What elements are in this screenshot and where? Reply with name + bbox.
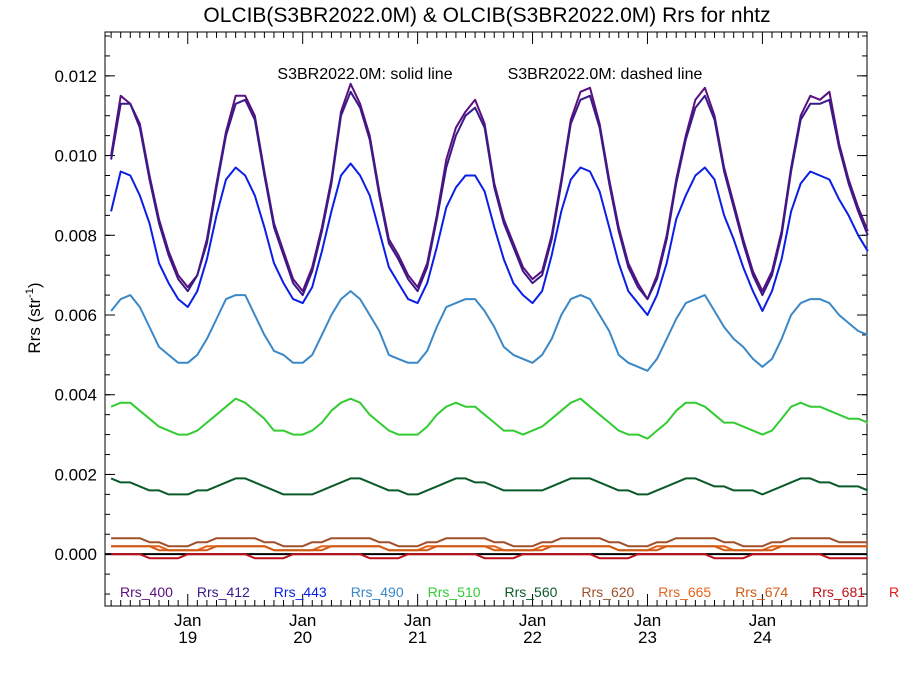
x-tick-label-year: 19 <box>178 628 197 647</box>
y-tick-label: 0.004 <box>54 386 97 405</box>
series-line-rrs-490 <box>110 290 869 372</box>
series-line-rrs-412 <box>110 90 869 301</box>
chart-title: OLCIB(S3BR2022.0M) & OLCIB(S3BR2022.0M) … <box>203 4 770 27</box>
y-tick-label: 0.000 <box>54 545 97 564</box>
x-tick-label-month: Jan <box>749 611 776 630</box>
subtitle-dashed: S3BR2022.0M: dashed line <box>508 66 703 83</box>
legend-label: Rrs_681 <box>812 584 865 600</box>
y-axis-ticks: 0.000 0.002 0.004 0.006 0.008 0.010 0.012 <box>54 35 867 595</box>
x-tick-label-year: 22 <box>523 628 542 647</box>
series-line-rrs-620 <box>111 537 868 548</box>
legend-label: Rrs_510 <box>428 584 481 600</box>
x-tick-label-month: Jan <box>174 611 201 630</box>
x-tick-label-month: Jan <box>519 611 546 630</box>
x-tick-label-year: 21 <box>408 628 427 647</box>
series-line-rrs-681 <box>111 553 868 560</box>
subtitle-solid: S3BR2022.0M: solid line <box>277 66 452 83</box>
legend-label: Rrs_443 <box>274 584 327 600</box>
series-line-rrs-560 <box>110 477 869 496</box>
x-tick-label-year: 20 <box>293 628 312 647</box>
legend-label: Rrs_560 <box>505 584 558 600</box>
y-tick-label: 0.008 <box>54 226 97 245</box>
series-lines <box>110 82 869 560</box>
legend-label: Rrs_400 <box>120 584 173 600</box>
x-tick-label-year: 23 <box>638 628 657 647</box>
plot-frame <box>104 31 868 607</box>
y-tick-label: 0.002 <box>54 465 97 484</box>
y-axis-label-text: Rrs (str <box>25 298 44 354</box>
series-line-rrs-443 <box>110 162 869 316</box>
legend-label: Rrs_412 <box>197 584 250 600</box>
x-tick-label-month: Jan <box>404 611 431 630</box>
y-tick-label: 0.012 <box>54 67 97 86</box>
y-tick-label: 0.010 <box>54 147 97 166</box>
y-axis-label-superscript: -1 <box>24 288 36 298</box>
series-line-rrs-674 <box>111 545 868 552</box>
legend-label: Rrs_490 <box>351 584 404 600</box>
legend-label: Rrs_674 <box>735 584 788 600</box>
y-axis-label-close-paren: ) <box>25 282 44 288</box>
series-line-rrs-400 <box>110 82 869 301</box>
x-tick-label-month: Jan <box>634 611 661 630</box>
x-tick-label-month: Jan <box>289 611 316 630</box>
legend: Rrs_400 Rrs_412 Rrs_443 Rrs_490 Rrs_510 Rrs_5… <box>120 584 900 600</box>
y-axis-label: Rrs (str-1) <box>24 282 44 353</box>
y-tick-label: 0.006 <box>54 306 97 325</box>
legend-label: Rrs_620 <box>581 584 634 600</box>
x-tick-label-year: 24 <box>753 628 772 647</box>
legend-label: Rrs_665 <box>658 584 711 600</box>
legend-label: Rr <box>889 584 900 600</box>
series-line-rrs-510 <box>110 397 869 440</box>
